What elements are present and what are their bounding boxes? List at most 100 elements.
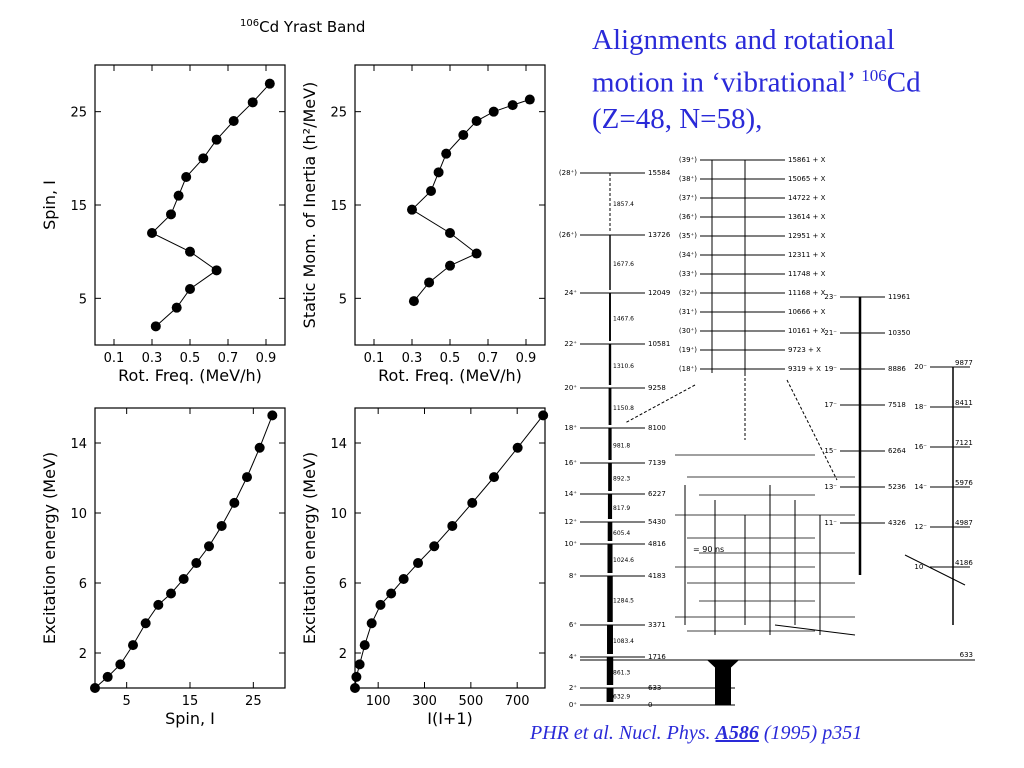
band-20: 20⁻ 9877 18⁻ 8411 16⁻ 7121 14⁻ 5976 12⁻ 4987 10⁻ 41… [914, 359, 973, 625]
spin-label: 14⁺ [564, 490, 577, 498]
y-axis-label: Excitation energy (MeV) [40, 452, 59, 644]
data-point [424, 277, 435, 288]
spin-label: 12⁻ [914, 523, 927, 531]
spin-label: 6⁺ [569, 621, 577, 629]
middle-bands: = 90 ns [675, 454, 966, 636]
y-axis-label: Spin, I [40, 180, 59, 230]
energy-label: 8411 [955, 399, 973, 407]
spin-label: (19⁺) [679, 346, 697, 354]
energy-label: 12049 [648, 289, 670, 297]
y-tick-label: 5 [79, 292, 87, 307]
x-tick-label: 0.5 [180, 351, 201, 366]
transition-arrow [904, 554, 966, 586]
data-point [458, 130, 469, 140]
spin-label: 22⁺ [564, 340, 577, 348]
data-point [375, 599, 386, 610]
energy-label: 12311 + X [788, 251, 826, 259]
citation[interactable]: PHR et al. Nucl. Phys. A586 (1995) p351 [530, 722, 862, 745]
data-point [488, 106, 499, 117]
chart-bottom-right: 100 300 500 700 2 6 10 14 I(I+1) Excitation energ… [300, 407, 549, 728]
y-tick-label: 15 [330, 199, 347, 214]
energy-label: 15861 + X [788, 156, 826, 164]
spin-label: 0⁺ [569, 701, 577, 709]
spin-label: 13⁻ [824, 483, 837, 491]
data-point [191, 558, 202, 569]
transition-energy: 1150.8 [613, 405, 634, 412]
energy-label: 13614 + X [788, 213, 826, 221]
data-point [229, 497, 240, 508]
energy-label: 9723 + X [788, 346, 821, 354]
energy-label: 1716 [648, 653, 666, 661]
data-point [359, 640, 370, 651]
data-point [173, 190, 184, 201]
figure-title-text: Cd Yrast Band [259, 18, 366, 36]
data-point [178, 573, 189, 584]
data-point [242, 472, 252, 483]
data-point [102, 671, 113, 682]
transition-arrow [774, 624, 856, 636]
spin-label: (33⁺) [679, 270, 697, 278]
mass-number: 106 [240, 18, 260, 29]
y-tick-label: 14 [70, 437, 87, 452]
x-tick-label: 15 [182, 694, 199, 709]
transition-arrow [624, 384, 696, 424]
x-axis-label: Rot. Freq. (MeV/h) [118, 366, 262, 385]
data-point [445, 228, 455, 238]
y-tick-label: 5 [339, 292, 347, 307]
data-point [166, 209, 176, 220]
x-tick-label: 5 [123, 694, 131, 709]
data-point [366, 618, 377, 629]
transition-energy: 817.9 [613, 505, 630, 512]
figure-title: 106Cd Yrast Band [240, 18, 365, 36]
y-tick-label: 15 [70, 199, 87, 214]
data-point [433, 167, 444, 178]
transition-energy: 1284.5 [613, 598, 634, 605]
spin-label: (35⁺) [679, 232, 697, 240]
data-point [407, 204, 417, 215]
x-tick-label: 0.9 [516, 351, 537, 366]
energy-label: 4183 [648, 572, 666, 580]
spin-label: (31⁺) [679, 308, 697, 316]
data-point [128, 640, 138, 651]
data-point [171, 302, 182, 313]
y-tick-label: 2 [79, 647, 87, 662]
data-point [489, 472, 500, 483]
energy-label: 5976 [955, 479, 973, 487]
spin-label: 24⁺ [564, 289, 577, 297]
level-scheme: (28⁺) 15584 (26⁺) 13726 24⁺ 12049 22⁺ 10581 20⁺ 9… [559, 156, 975, 709]
energy-label: 9258 [648, 384, 666, 392]
energy-label: 15065 + X [788, 175, 826, 183]
data-point [351, 671, 362, 682]
heading-element: Cd [886, 66, 921, 99]
energy-label: 10581 [648, 340, 670, 348]
spin-label: 10⁺ [564, 540, 577, 548]
x-tick-label: 0.5 [440, 351, 461, 366]
ground-transitions: 633 633 [580, 651, 975, 705]
y-tick-label: 25 [330, 106, 347, 121]
chart-top-right: 0.1 0.3 0.5 0.7 0.9 5 15 25 Rot. Freq. (MeV/h) St… [300, 64, 546, 385]
energy-label: 11168 + X [788, 289, 826, 297]
spin-label: 19⁻ [824, 365, 837, 373]
spin-label: (38⁺) [679, 175, 697, 183]
energy-label: 15584 [648, 169, 671, 177]
x-axis-label: I(I+1) [427, 709, 473, 728]
data-point [140, 618, 151, 629]
spin-label: (39⁺) [679, 156, 697, 164]
energy-label: 5236 [888, 483, 906, 491]
spin-label: 8⁺ [569, 572, 577, 580]
data-point [211, 265, 222, 276]
energy-label: 4186 [955, 559, 973, 567]
data-point [166, 588, 176, 599]
data-point [441, 148, 452, 159]
spin-label: 20⁺ [564, 384, 577, 392]
citation-volume-link[interactable]: A586 [715, 722, 759, 744]
slide-heading: Alignments and rotational motion in ‘vib… [592, 22, 1017, 137]
energy-label: 8100 [648, 424, 666, 432]
spin-label: (32⁺) [679, 289, 697, 297]
data-point [147, 228, 157, 238]
energy-label: 10161 + X [788, 327, 826, 335]
heading-line-2: motion in ‘vibrational’ 106Cd [592, 58, 1017, 101]
data-point [398, 573, 409, 584]
data-point [254, 442, 265, 453]
